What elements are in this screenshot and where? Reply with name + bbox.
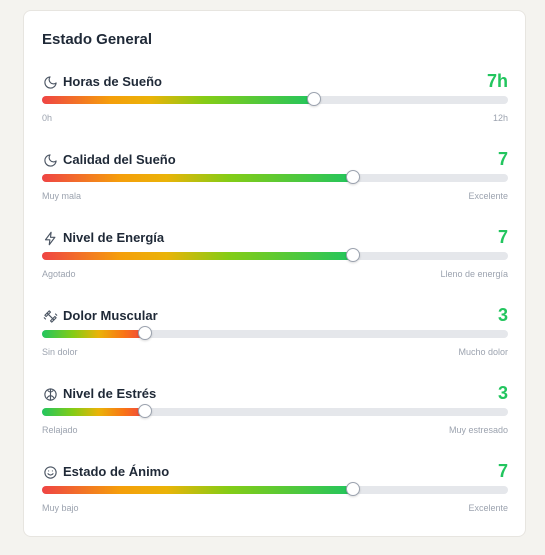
metric-header: Horas de Sueño 7h: [42, 71, 508, 93]
slider-thumb[interactable]: [138, 326, 153, 340]
metric-header: Dolor Muscular 3: [42, 305, 508, 327]
slider-thumb[interactable]: [345, 248, 360, 262]
range-min-label: Agotado: [42, 269, 76, 279]
slider-fill: [42, 174, 353, 182]
slider-track[interactable]: [42, 248, 508, 262]
metric-energy-level: Nivel de Energía 7 Agotado Lleno de ener…: [42, 227, 508, 297]
range-max-label: Excelente: [468, 503, 508, 513]
range-min-label: Sin dolor: [42, 347, 78, 357]
slider-track[interactable]: [42, 92, 508, 106]
metric-label: Nivel de Energía: [63, 230, 165, 245]
slider-track[interactable]: [42, 326, 508, 340]
brain-icon: [42, 386, 58, 402]
general-status-card: Estado General Horas de Sueño 7h 0h 12h …: [23, 10, 526, 537]
metric-value: 7: [497, 227, 508, 247]
range-min-label: 0h: [42, 113, 53, 123]
metric-label: Calidad del Sueño: [63, 152, 176, 167]
range-min-label: Muy mala: [42, 191, 82, 201]
slider-thumb[interactable]: [306, 92, 321, 106]
slider-fill: [42, 486, 353, 494]
slider-thumb[interactable]: [345, 482, 360, 496]
slider-fill: [42, 96, 314, 104]
metric-value: 7h: [486, 71, 508, 91]
range-min-label: Muy bajo: [42, 503, 79, 513]
metric-stress-level: Nivel de Estrés 3 Relajado Muy estresado: [42, 383, 508, 453]
card-title: Estado General: [42, 31, 153, 48]
metric-value: 7: [497, 149, 508, 169]
slider-fill: [42, 252, 353, 260]
range-max-label: Mucho dolor: [458, 347, 508, 357]
metric-value: 3: [497, 305, 508, 325]
moon-icon: [42, 74, 58, 90]
smile-icon: [42, 464, 58, 480]
metric-label: Estado de Ánimo: [63, 464, 170, 479]
metric-header: Calidad del Sueño 7: [42, 149, 508, 171]
metric-sleep-hours: Horas de Sueño 7h 0h 12h: [42, 71, 508, 141]
metric-label: Horas de Sueño: [63, 74, 162, 89]
metric-mood: Estado de Ánimo 7 Muy bajo Excelente: [42, 461, 508, 531]
metric-header: Nivel de Estrés 3: [42, 383, 508, 405]
slider-fill: [42, 408, 146, 416]
metric-header: Nivel de Energía 7: [42, 227, 508, 249]
range-max-label: Muy estresado: [448, 425, 508, 435]
metric-value: 7: [497, 461, 508, 481]
slider-track[interactable]: [42, 404, 508, 418]
metric-muscle-pain: Dolor Muscular 3 Sin dolor Mucho dolor: [42, 305, 508, 375]
slider-track[interactable]: [42, 482, 508, 496]
lightning-icon: [42, 230, 58, 246]
moon-icon: [42, 152, 58, 168]
metric-header: Estado de Ánimo 7: [42, 461, 508, 483]
metric-value: 3: [497, 383, 508, 403]
slider-thumb[interactable]: [138, 404, 153, 418]
metric-label: Nivel de Estrés: [63, 386, 157, 401]
dumbbell-icon: [42, 308, 58, 324]
range-max-label: 12h: [492, 113, 508, 123]
range-max-label: Lleno de energía: [440, 269, 508, 279]
metric-label: Dolor Muscular: [63, 308, 158, 323]
slider-thumb[interactable]: [345, 170, 360, 184]
slider-track[interactable]: [42, 170, 508, 184]
slider-fill: [42, 330, 146, 338]
range-max-label: Excelente: [468, 191, 508, 201]
metric-sleep-quality: Calidad del Sueño 7 Muy mala Excelente: [42, 149, 508, 219]
range-min-label: Relajado: [42, 425, 78, 435]
